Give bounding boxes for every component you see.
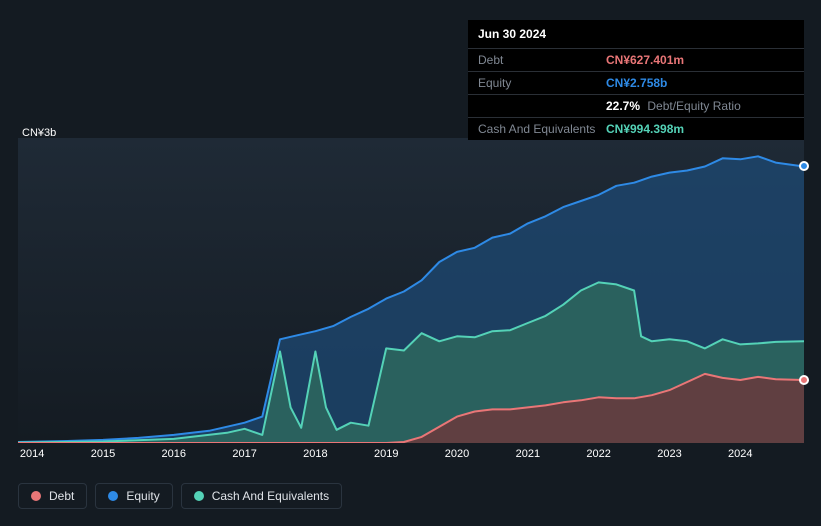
tooltip-value: CN¥994.398m — [606, 122, 684, 136]
x-axis: 2014 2015 2016 2017 2018 2019 2020 2021 2022 2023… — [18, 448, 804, 466]
x-tick-label: 2020 — [445, 448, 469, 460]
legend-label: Debt — [49, 489, 74, 503]
tooltip-label: Equity — [478, 76, 606, 90]
tooltip-row-ratio: 22.7% Debt/Equity Ratio — [468, 95, 804, 118]
x-tick-label: 2016 — [162, 448, 186, 460]
legend-item-cash[interactable]: Cash And Equivalents — [181, 483, 342, 509]
tooltip-row-equity: Equity CN¥2.758b — [468, 72, 804, 95]
chart-tooltip: Jun 30 2024 Debt CN¥627.401m Equity CN¥2… — [468, 20, 804, 140]
tooltip-secondary: Debt/Equity Ratio — [647, 99, 740, 113]
tooltip-row-debt: Debt CN¥627.401m — [468, 49, 804, 72]
chart-svg — [18, 138, 804, 443]
x-tick-label: 2019 — [374, 448, 398, 460]
x-tick-label: 2015 — [91, 448, 115, 460]
tooltip-date: Jun 30 2024 — [468, 20, 804, 49]
legend-swatch-icon — [31, 491, 41, 501]
tooltip-row-cash: Cash And Equivalents CN¥994.398m — [468, 118, 804, 140]
tooltip-label: Cash And Equivalents — [478, 122, 606, 136]
legend-swatch-icon — [194, 491, 204, 501]
legend-item-equity[interactable]: Equity — [95, 483, 172, 509]
legend-item-debt[interactable]: Debt — [18, 483, 87, 509]
legend-label: Equity — [126, 489, 159, 503]
x-tick-label: 2014 — [20, 448, 44, 460]
tooltip-label: Debt — [478, 53, 606, 67]
x-tick-label: 2018 — [303, 448, 327, 460]
chart-plot[interactable] — [18, 138, 804, 443]
tooltip-label — [478, 99, 606, 113]
chart-container: { "tooltip": { "date": "Jun 30 2024", "r… — [0, 0, 821, 526]
x-tick-label: 2017 — [232, 448, 256, 460]
tooltip-value: CN¥2.758b — [606, 76, 667, 90]
legend-label: Cash And Equivalents — [212, 489, 329, 503]
tooltip-value: CN¥627.401m — [606, 53, 684, 67]
series-end-marker — [799, 161, 809, 171]
x-tick-label: 2024 — [728, 448, 752, 460]
x-tick-label: 2023 — [657, 448, 681, 460]
tooltip-value: 22.7% — [606, 99, 640, 113]
chart-legend: Debt Equity Cash And Equivalents — [18, 483, 342, 509]
series-end-marker — [799, 375, 809, 385]
x-tick-label: 2021 — [516, 448, 540, 460]
legend-swatch-icon — [108, 491, 118, 501]
x-tick-label: 2022 — [586, 448, 610, 460]
